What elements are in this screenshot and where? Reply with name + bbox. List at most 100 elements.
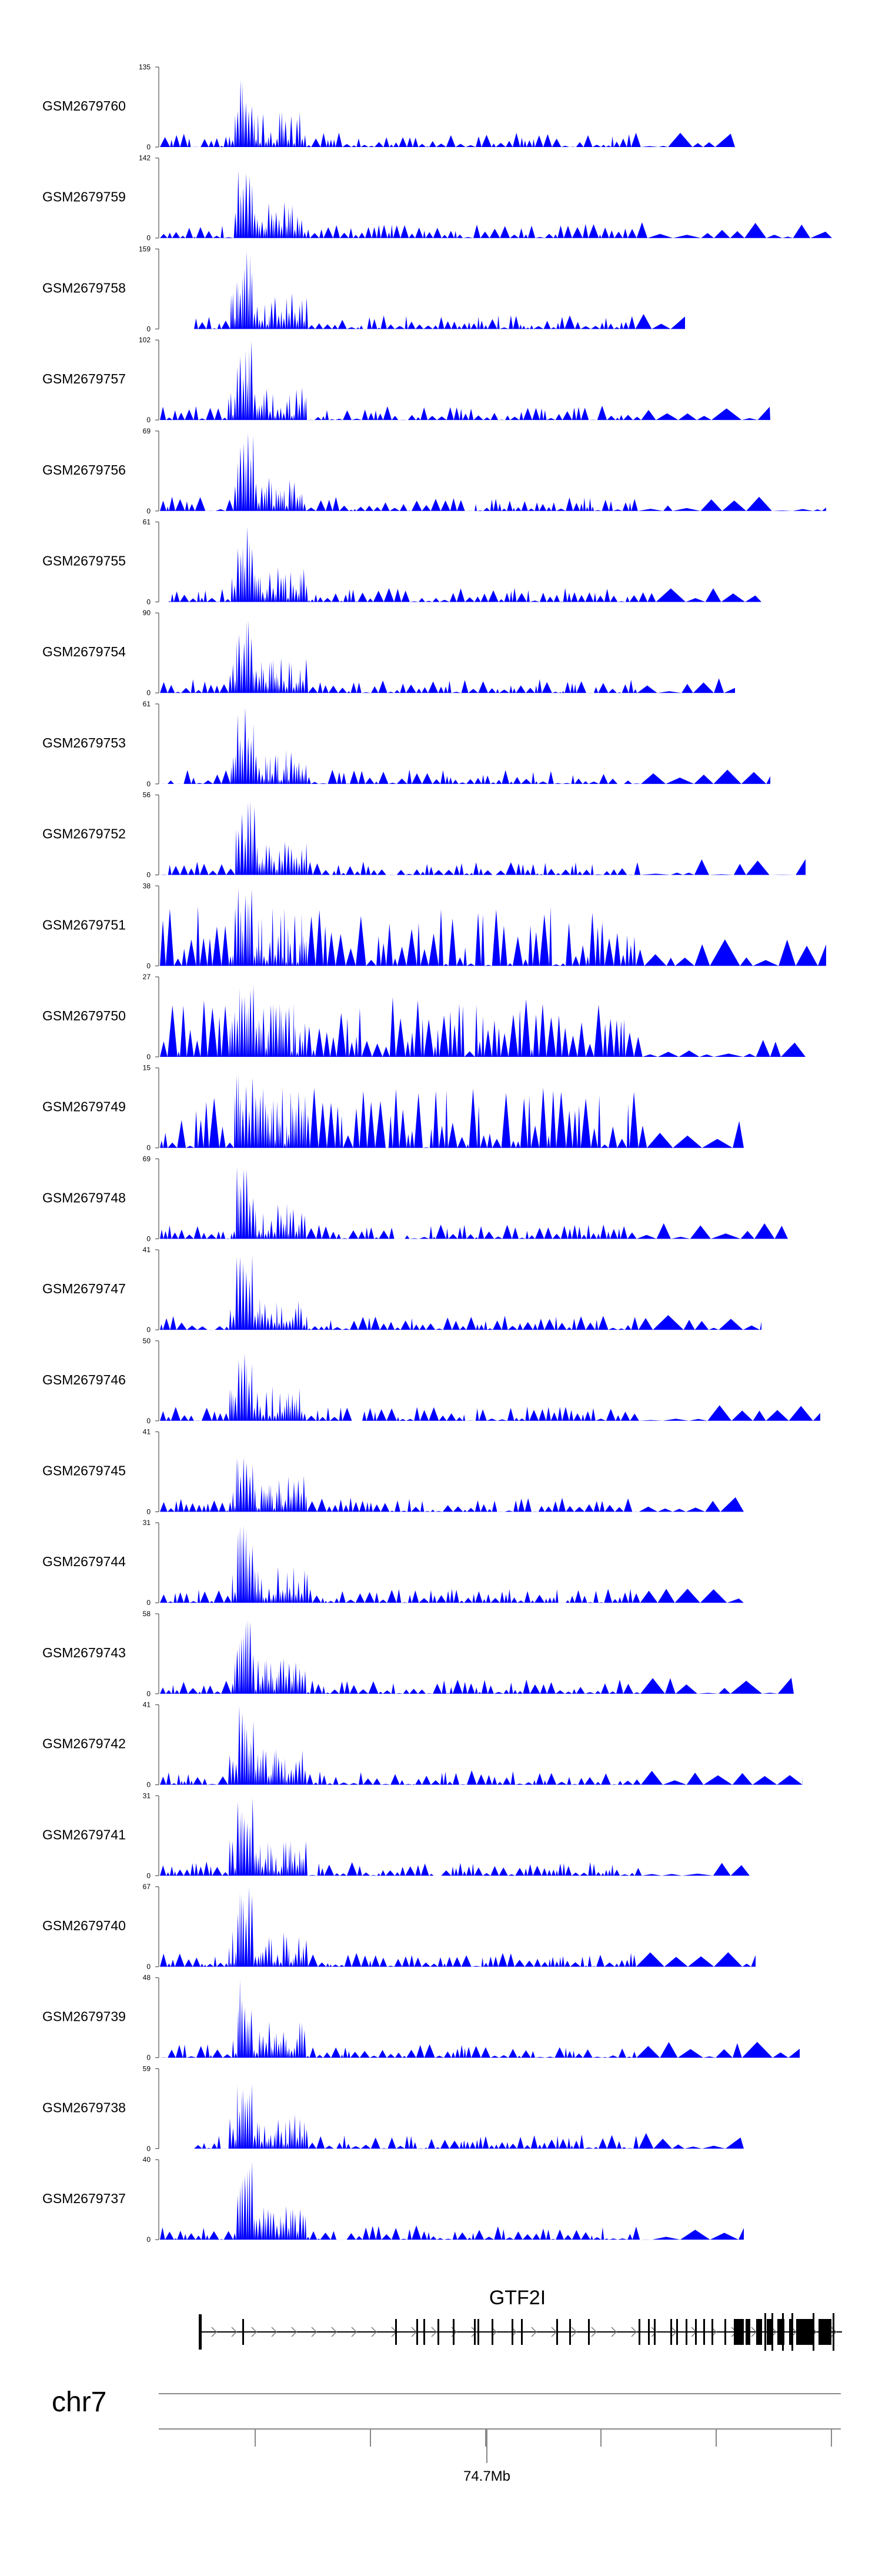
chromosome-label: chr7 (52, 2387, 106, 2418)
track-label: GSM2679748 (42, 1190, 126, 1205)
track-ymax-label: 142 (139, 154, 151, 162)
genome-axis-label: 74.7Mb (463, 2468, 510, 2484)
track-ymax-label: 102 (139, 336, 151, 344)
track-ymax-label: 31 (143, 1519, 151, 1527)
track-GSM2679737: GSM2679737 40 0 (42, 2155, 744, 2244)
track-ymax-label: 27 (143, 973, 151, 981)
exon (477, 2319, 479, 2345)
track-label: GSM2679744 (42, 1554, 126, 1569)
track-ymax-label: 58 (143, 1610, 151, 1618)
exon (492, 2319, 493, 2345)
strand-arrow (631, 2327, 637, 2337)
track-GSM2679755: GSM2679755 61 0 (42, 518, 761, 606)
strand-arrow (311, 2327, 318, 2337)
exon (796, 2319, 814, 2345)
track-label: GSM2679739 (42, 2009, 126, 2024)
strand-arrow (431, 2327, 437, 2337)
track-ymin-label: 0 (146, 2054, 151, 2062)
exon (648, 2319, 650, 2345)
exon (703, 2319, 705, 2345)
track-GSM2679756: GSM2679756 69 0 (42, 427, 826, 515)
track-ymax-label: 135 (139, 63, 151, 71)
track-ymax-label: 31 (143, 1791, 151, 1800)
track-label: GSM2679745 (42, 1463, 126, 1479)
track-GSM2679757: GSM2679757 102 0 (42, 336, 770, 424)
track-ymax-label: 41 (143, 1246, 151, 1254)
coverage-area (160, 619, 735, 693)
track-ymax-label: 59 (143, 2064, 151, 2073)
exon (416, 2319, 418, 2345)
coverage-area (160, 1619, 794, 1694)
coverage-area (160, 2161, 744, 2240)
exon (813, 2313, 814, 2351)
strand-arrow (331, 2327, 338, 2337)
track-label: GSM2679751 (42, 917, 126, 932)
track-ymax-label: 50 (143, 1337, 151, 1345)
exon (695, 2319, 697, 2345)
coverage-area (160, 1979, 800, 2058)
track-GSM2679747: GSM2679747 41 0 (42, 1246, 761, 1334)
strand-arrow (531, 2327, 537, 2337)
track-label: GSM2679756 (42, 462, 126, 478)
track-GSM2679759: GSM2679759 142 0 (42, 154, 832, 242)
track-ymin-label: 0 (146, 1144, 151, 1152)
track-GSM2679741: GSM2679741 31 0 (42, 1791, 750, 1880)
coverage-area (160, 1798, 750, 1876)
exon (639, 2319, 640, 2345)
exon (395, 2319, 397, 2345)
coverage-area (160, 707, 770, 784)
track-GSM2679742: GSM2679742 41 0 (42, 1701, 803, 1789)
coverage-area (160, 526, 761, 602)
track-ymin-label: 0 (146, 1871, 151, 1880)
track-ymax-label: 41 (143, 1701, 151, 1709)
track-ymin-label: 0 (146, 1963, 151, 1971)
track-GSM2679754: GSM2679754 90 0 (42, 609, 735, 697)
track-ymin-label: 0 (146, 1781, 151, 1789)
track-ymin-label: 0 (146, 1690, 151, 1698)
strand-arrow (591, 2327, 597, 2337)
track-label: GSM2679759 (42, 189, 126, 205)
track-ymin-label: 0 (146, 689, 151, 697)
track-ymax-label: 69 (143, 1154, 151, 1163)
track-GSM2679745: GSM2679745 41 0 (42, 1428, 744, 1516)
coverage-area (160, 79, 735, 147)
coverage-area (160, 1887, 756, 1967)
gene-track: GTF2I (199, 2287, 842, 2351)
track-ymax-label: 15 (143, 1064, 151, 1072)
track-ymax-label: 38 (143, 882, 151, 890)
track-label: GSM2679747 (42, 1281, 126, 1296)
exon (742, 2319, 744, 2345)
exon (670, 2319, 672, 2345)
track-ymin-label: 0 (146, 416, 151, 424)
track-label: GSM2679743 (42, 1645, 126, 1660)
track-ymin-label: 0 (146, 1508, 151, 1516)
track-GSM2679749: GSM2679749 15 0 (42, 1064, 744, 1152)
track-GSM2679743: GSM2679743 58 0 (42, 1610, 794, 1698)
exon (556, 2319, 558, 2345)
strand-arrow (271, 2327, 278, 2337)
track-label: GSM2679754 (42, 644, 126, 659)
coverage-area (160, 1457, 744, 1512)
coverage-area (160, 1166, 788, 1239)
exon (686, 2319, 687, 2345)
coverage-area (194, 251, 685, 329)
strand-arrow (571, 2327, 577, 2337)
exon (242, 2319, 244, 2345)
track-GSM2679746: GSM2679746 50 0 (42, 1337, 820, 1425)
exon (474, 2319, 476, 2345)
track-ymax-label: 41 (143, 1428, 151, 1436)
gene-exons (199, 2313, 834, 2351)
exon (453, 2319, 455, 2345)
exon (437, 2319, 439, 2345)
track-GSM2679752: GSM2679752 56 0 (42, 791, 806, 879)
track-ymin-label: 0 (146, 143, 151, 151)
track-ymin-label: 0 (146, 1599, 151, 1607)
track-ymin-label: 0 (146, 780, 151, 788)
exon (756, 2319, 762, 2345)
track-label: GSM2679738 (42, 2100, 126, 2115)
track-label: GSM2679746 (42, 1372, 126, 1387)
track-GSM2679751: GSM2679751 38 0 (42, 882, 826, 970)
coverage-area (160, 1353, 820, 1421)
exon (724, 2319, 726, 2345)
coverage-area (160, 1254, 761, 1330)
